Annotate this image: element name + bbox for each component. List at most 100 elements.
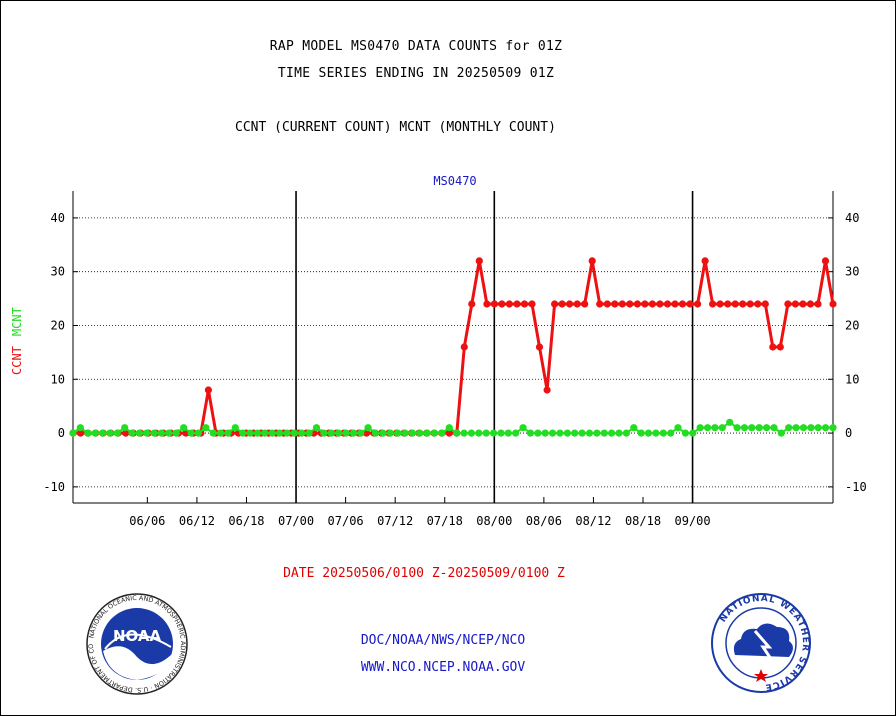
mcnt-point [165,429,173,437]
mcnt-point [482,429,490,437]
mcnt-point [335,429,343,437]
y-tick-label-right: 10 [845,372,859,386]
mcnt-point [541,429,549,437]
ccnt-point [603,300,611,308]
mcnt-point [180,424,188,432]
mcnt-point [76,424,84,432]
mcnt-point [659,429,667,437]
ccnt-point [626,300,634,308]
mcnt-point [84,429,92,437]
mcnt-point [261,429,269,437]
ccnt-point [656,300,664,308]
mcnt-point [276,429,284,437]
x-tick-label: 08/00 [476,514,512,528]
mcnt-point [593,429,601,437]
mcnt-point [644,429,653,437]
ccnt-point [551,300,559,308]
ccnt-point [671,300,679,308]
mcnt-point [69,429,77,437]
mcnt-point [534,429,542,437]
chart-title: RAP MODEL MS0470 DATA COUNTS for 01Z [269,39,563,54]
mcnt-point [526,429,535,437]
ccnt-point [204,386,212,394]
mcnt-point [349,429,357,437]
mcnt-point [600,429,608,437]
mcnt-point [822,424,830,432]
x-tick-label: 08/18 [625,514,661,528]
ccnt-point [505,300,513,308]
ccnt-point [761,300,769,308]
mcnt-point [217,429,225,437]
mcnt-point [726,418,734,426]
ccnt-point [829,300,837,308]
mcnt-point [829,424,837,432]
y-tick-label-left: -10 [43,480,65,494]
ccnt-point [445,429,453,437]
mcnt-point [290,429,298,437]
mcnt-point [814,424,822,432]
x-tick-label: 07/00 [278,514,314,528]
ccnt-point [754,300,762,308]
mcnt-point [549,429,557,437]
y-tick-label-right: 30 [845,265,859,279]
mcnt-point [512,429,520,437]
ccnt-point [581,300,589,308]
mcnt-point [777,429,785,437]
y-tick-label-left: 40 [51,211,65,225]
mcnt-point [268,429,276,437]
station-label: MS0470 [433,174,476,188]
mcnt-point [364,424,372,432]
series-lines [69,257,837,437]
mcnt-point [578,429,586,437]
mcnt-point [98,429,107,437]
mcnt-point [408,429,416,437]
mcnt-point [416,429,424,437]
ccnt-point [709,300,717,308]
x-tick-label: 06/18 [228,514,264,528]
ccnt-point [686,300,694,308]
ccnt-point [122,429,130,437]
x-tick-label: 07/18 [427,514,463,528]
mcnt-point [460,429,468,437]
mcnt-point [305,429,313,437]
ccnt-point [460,343,468,351]
mcnt-axis-label: MCNT [10,307,24,336]
ccnt-point [596,300,604,308]
mcnt-point [770,424,778,432]
mcnt-point [194,429,202,437]
ccnt-point [746,300,754,308]
axes [72,191,834,504]
y-tick-label-left: 30 [51,265,65,279]
x-tick-label: 08/12 [575,514,611,528]
nco-website-link[interactable]: WWW.NCO.NCEP.NOAA.GOV [360,660,526,675]
mcnt-point [231,424,239,432]
mcnt-point [453,429,461,437]
mcnt-point [807,424,815,432]
x-tick-label: 07/12 [377,514,413,528]
ccnt-point [633,300,642,308]
x-tick-label: 09/00 [675,514,711,528]
mcnt-point [740,424,749,432]
y-axis-label: CCNT MCNT [10,307,24,375]
noaa-logo: NOAA NATIONAL OCEANIC AND ATMOSPHERIC AD… [83,591,188,695]
mcnt-point [696,424,704,432]
ccnt-point [776,343,784,351]
ccnt-point [701,257,709,265]
ccnt-point [716,300,724,308]
nco-path-link[interactable]: DOC/NOAA/NWS/NCEP/NCO [360,633,526,648]
mcnt-point [91,429,99,437]
mcnt-point [202,424,210,432]
mcnt-point [239,429,247,437]
mcnt-point [652,429,660,437]
y-tick-label-left: 10 [51,372,65,386]
ccnt-point [694,300,702,308]
ccnt-point [528,300,536,308]
mcnt-point [357,429,365,437]
ccnt-point [731,300,739,308]
mcnt-point [150,429,158,437]
mcnt-point [490,429,498,437]
mcnt-point [128,429,136,437]
ccnt-point [535,343,544,351]
mcnt-point [386,429,394,437]
y-tick-label-right: -10 [845,480,867,494]
